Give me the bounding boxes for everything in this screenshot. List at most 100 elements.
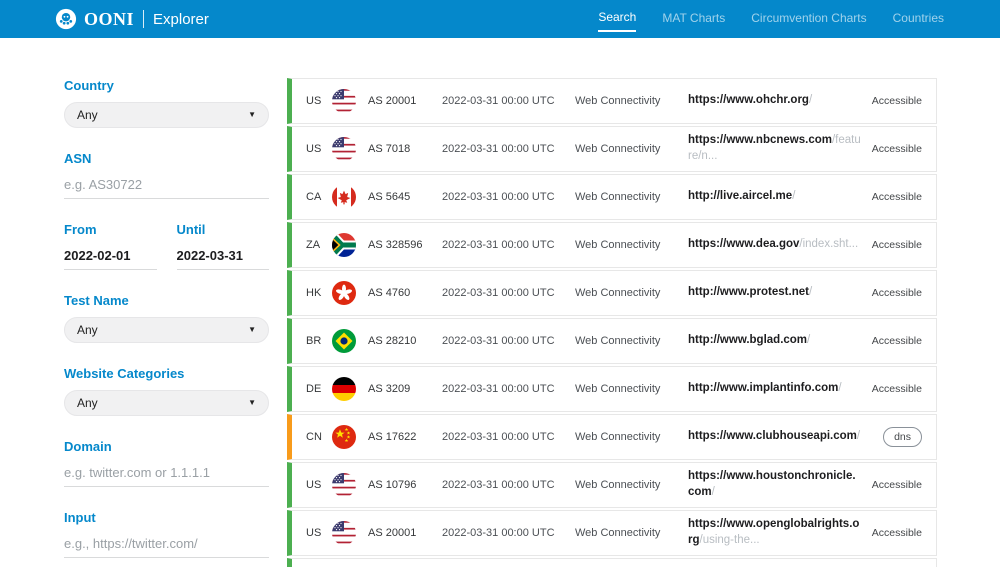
input-filter-group: Input [64,510,269,558]
from-date-group: From [64,222,157,270]
asn-value: AS 10796 [368,479,417,491]
asn-value: AS 7018 [368,143,411,155]
country-code: BR [306,335,322,347]
asn-label: ASN [64,151,92,166]
status-badge: Accessible [871,95,922,107]
nav-item-search[interactable]: Search [598,6,637,32]
measurement-date: 2022-03-31 00:00 UTC [442,95,555,107]
brand-product: Explorer [153,10,209,28]
nav-item-countries[interactable]: Countries [892,11,944,25]
test-name-select[interactable]: Any ▼ [64,317,269,343]
measurement-row-7[interactable]: CN AS 17622 2022-03-31 00:00 UTC Web Con… [287,414,937,460]
from-date-input[interactable] [64,246,157,270]
measurement-date: 2022-03-31 00:00 UTC [442,479,555,491]
ooni-logo-icon [55,8,77,30]
url-main: https://www.ohchr.org [688,94,809,107]
url-main: https://www.nbcnews.com [688,134,832,147]
country-code: ZA [306,239,321,251]
url-rest: / [792,190,796,203]
test-name: Web Connectivity [575,527,661,539]
us-flag-icon [332,521,356,545]
country-filter-group: Country Any ▼ [64,78,269,128]
country-select[interactable]: Any ▼ [64,102,269,128]
app-header: OONI Explorer Search MAT Charts Circumve… [0,0,1000,38]
url-main: http://www.protest.net [688,286,809,299]
country-code: US [306,143,322,155]
test-name: Web Connectivity [575,143,661,155]
asn-value: AS 5645 [368,191,411,203]
measurement-row-0[interactable]: US AS 20001 2022-03-31 00:00 UTC Web Con… [287,78,937,124]
measurement-row-5[interactable]: BR AS 28210 2022-03-31 00:00 UTC Web Con… [287,318,937,364]
date-range-group: From Until [64,222,269,270]
measurement-date: 2022-03-31 00:00 UTC [442,431,555,443]
measurement-url: http://live.aircel.me/ [688,189,872,205]
brand[interactable]: OONI Explorer [55,8,209,30]
measurement-row-8[interactable]: US AS 10796 2022-03-31 00:00 UTC Web Con… [287,462,937,508]
country-code: HK [306,287,322,299]
status-badge: Accessible [871,287,922,299]
website-categories-select[interactable]: Any ▼ [64,390,269,416]
measurement-url: https://www.ohchr.org/ [688,93,872,109]
asn-value: AS 3209 [368,383,411,395]
test-name: Web Connectivity [575,239,661,251]
asn-value: AS 20001 [368,527,417,539]
url-main: https://www.houstonchronicle.com [688,470,856,498]
url-main: http://www.bglad.com [688,334,808,347]
za-flag-icon [332,233,356,257]
until-date-group: Until [176,222,269,270]
caret-down-icon: ▼ [248,398,256,407]
measurement-url: https://www.dea.gov/index.sht... [688,237,872,253]
measurement-url: https://www.houstonchronicle.com/ [688,469,872,500]
ca-flag-icon [332,185,356,209]
us-flag-icon [332,89,356,113]
measurement-url: http://www.bglad.com/ [688,333,872,349]
nav-item-mat-charts[interactable]: MAT Charts [662,11,726,25]
country-code: DE [306,383,322,395]
us-flag-icon [332,137,356,161]
status-badge: Accessible [871,335,922,347]
nav-item-circumvention-charts[interactable]: Circumvention Charts [751,11,867,25]
domain-input[interactable] [64,463,269,487]
asn-value: AS 328596 [368,239,423,251]
measurement-row-10[interactable]: US [287,558,937,567]
website-categories-filter-group: Website Categories Any ▼ [64,366,269,416]
caret-down-icon: ▼ [248,110,256,119]
measurement-row-4[interactable]: HK AS 4760 2022-03-31 00:00 UTC Web Conn… [287,270,937,316]
measurement-date: 2022-03-31 00:00 UTC [442,143,555,155]
measurement-row-1[interactable]: US AS 7018 2022-03-31 00:00 UTC Web Conn… [287,126,937,172]
website-categories-label: Website Categories [64,366,185,381]
measurement-date: 2022-03-31 00:00 UTC [442,287,555,299]
test-name-label: Test Name [64,293,129,308]
url-rest: / [838,382,842,395]
de-flag-icon [332,377,356,401]
measurement-url: https://www.clubhouseapi.com/ [688,429,883,445]
test-name: Web Connectivity [575,479,661,491]
measurement-row-6[interactable]: DE AS 3209 2022-03-31 00:00 UTC Web Conn… [287,366,937,412]
measurement-date: 2022-03-31 00:00 UTC [442,527,555,539]
measurement-row-9[interactable]: US AS 20001 2022-03-31 00:00 UTC Web Con… [287,510,937,556]
measurement-row-2[interactable]: CA AS 5645 2022-03-31 00:00 UTC Web Conn… [287,174,937,220]
test-name-filter-group: Test Name Any ▼ [64,293,269,343]
status-badge: Accessible [871,191,922,203]
brand-divider [143,10,145,28]
country-code: CA [306,191,322,203]
url-rest: /feature/n... [688,134,861,162]
test-name: Web Connectivity [575,431,661,443]
brand-name: OONI [84,8,135,29]
test-name: Web Connectivity [575,383,661,395]
status-badge: Accessible [871,479,922,491]
test-name: Web Connectivity [575,95,661,107]
asn-input[interactable] [64,175,269,199]
until-date-input[interactable] [176,246,269,270]
url-main: https://www.clubhouseapi.com [688,430,857,443]
measurement-row-3[interactable]: ZA AS 328596 2022-03-31 00:00 UTC Web Co… [287,222,937,268]
input-url-input[interactable] [64,534,269,558]
asn-value: AS 17622 [368,431,417,443]
asn-filter-group: ASN [64,151,269,199]
hk-flag-icon [332,281,356,305]
test-name: Web Connectivity [575,287,661,299]
measurement-date: 2022-03-31 00:00 UTC [442,383,555,395]
us-flag-icon [332,473,356,497]
until-label: Until [176,222,206,237]
measurement-url: https://www.openglobalrights.org/using-t… [688,517,872,548]
